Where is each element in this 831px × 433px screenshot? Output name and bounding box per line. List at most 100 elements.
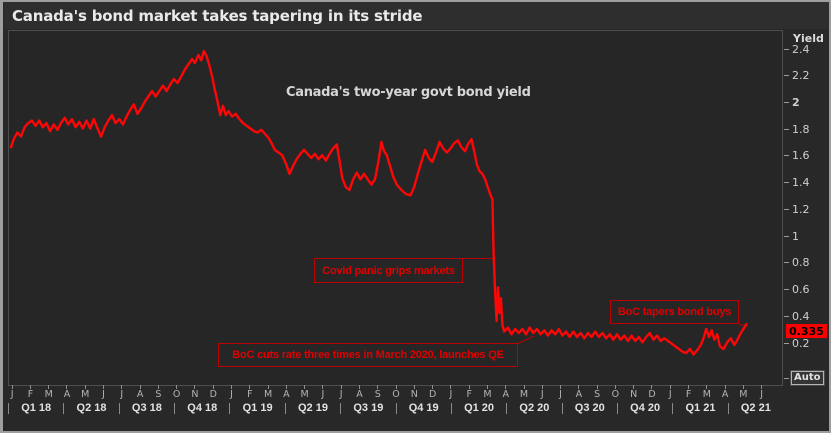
month-label: J	[102, 389, 105, 400]
month-label-cell: A	[570, 385, 588, 400]
auto-scale-button[interactable]: Auto	[790, 370, 825, 386]
quarter-separator	[63, 402, 65, 414]
month-tick	[633, 385, 635, 389]
quarter-separator	[672, 402, 674, 414]
month-label: O	[172, 389, 181, 400]
month-label-cell: J	[3, 385, 21, 400]
y-tick-label: 0.4	[792, 309, 810, 323]
y-tick-dash	[784, 155, 789, 157]
month-tick	[377, 385, 379, 389]
month-label-cell: J	[753, 385, 771, 400]
y-tick-dash	[784, 342, 789, 344]
month-tick	[285, 385, 287, 389]
month-label-cell: J	[94, 385, 112, 400]
y-tick-label: 0.6	[792, 283, 810, 297]
quarter-label: Q2 21	[740, 402, 771, 414]
y-tick-0.6: 0.6	[784, 283, 810, 297]
month-tick	[505, 385, 507, 389]
quarter-label: Q3 19	[353, 402, 384, 414]
quarter-label: Q1 18	[21, 402, 52, 414]
month-tick	[669, 385, 671, 389]
axis-tick-dash	[784, 377, 789, 379]
month-tick	[688, 385, 690, 389]
chart-title: Canada's bond market takes tapering in i…	[12, 6, 423, 25]
y-tick-dash	[784, 315, 789, 317]
annotation-qe-text: BoC cuts rate three times in March 2020,…	[232, 349, 504, 361]
y-tick-2: 2	[784, 95, 800, 109]
month-label-cell: M	[698, 385, 716, 400]
y-axis-title: Yield	[793, 32, 824, 45]
quarter-separator	[340, 402, 342, 414]
y-tick-dash	[784, 128, 789, 130]
y-tick-label: 2.2	[792, 69, 810, 83]
month-tick	[651, 385, 653, 389]
y-tick-1.6: 1.6	[784, 149, 810, 163]
month-label-cell: J	[222, 385, 240, 400]
month-label-cell: J	[332, 385, 350, 400]
month-tick	[322, 385, 324, 389]
month-label-cell: S	[588, 385, 606, 400]
y-tick-label: 1.8	[792, 122, 810, 136]
month-label-cell: J	[533, 385, 551, 400]
month-tick	[706, 385, 708, 389]
quarter-label-cell: Q3 19	[340, 400, 395, 416]
month-label-cell: A	[58, 385, 76, 400]
yield-line	[9, 49, 748, 356]
quarter-separator	[616, 402, 618, 414]
month-label: J	[540, 389, 544, 400]
month-label: J	[230, 389, 233, 400]
y-tick-label: 2.4	[792, 42, 810, 56]
month-tick	[432, 385, 434, 389]
quarter-label-cell: Q1 18	[8, 400, 63, 416]
month-label: O	[611, 389, 620, 400]
quarter-separator	[118, 402, 120, 414]
y-tick-label: 0.2	[792, 336, 810, 350]
month-label-cell: M	[76, 385, 94, 400]
month-label-cell: M	[259, 385, 277, 400]
month-tick	[48, 385, 50, 389]
quarter-separator	[174, 402, 176, 414]
month-label-cell: O	[606, 385, 624, 400]
y-tick-dash	[784, 182, 789, 184]
month-tick	[304, 385, 306, 389]
annotation-taper-text: BoC tapers bond buys	[617, 306, 732, 318]
month-label-cell: F	[21, 385, 39, 400]
quarter-label-cell: Q1 21	[672, 400, 727, 416]
month-label-cell: S	[149, 385, 167, 400]
month-label: O	[392, 389, 400, 400]
month-tick	[249, 385, 251, 389]
quarter-label: Q4 18	[187, 402, 218, 414]
month-label: D	[209, 389, 217, 400]
quarter-label-cell: Q2 20	[506, 400, 561, 416]
last-price-badge: 0.335	[786, 324, 827, 339]
quarter-separator	[284, 402, 286, 414]
month-tick	[450, 385, 452, 389]
month-tick	[212, 385, 214, 389]
month-label: M	[702, 389, 711, 400]
month-label: F	[466, 389, 472, 400]
month-tick	[231, 385, 233, 389]
month-tick	[66, 385, 68, 389]
month-label-cell: O	[387, 385, 405, 400]
month-label: S	[374, 389, 381, 400]
y-tick-0.4: 0.4	[784, 309, 810, 323]
month-label: J	[10, 389, 14, 400]
month-label: A	[721, 389, 729, 400]
quarter-label: Q1 19	[242, 402, 273, 414]
month-label: F	[27, 389, 34, 400]
month-label-cell: M	[478, 385, 496, 400]
month-label-cell: D	[423, 385, 441, 400]
month-tick	[596, 385, 598, 389]
auto-scale-control: Auto	[784, 370, 825, 386]
month-label: J	[339, 389, 343, 400]
month-tick	[578, 385, 580, 389]
y-tick-2.4: 2.4	[784, 42, 810, 56]
month-label: D	[648, 389, 656, 400]
month-label-cell: J	[551, 385, 569, 400]
month-label: M	[263, 389, 273, 400]
month-label: J	[760, 389, 764, 400]
month-label: A	[283, 389, 290, 400]
month-tick	[541, 385, 543, 389]
quarter-label-cell: Q1 19	[229, 400, 284, 416]
